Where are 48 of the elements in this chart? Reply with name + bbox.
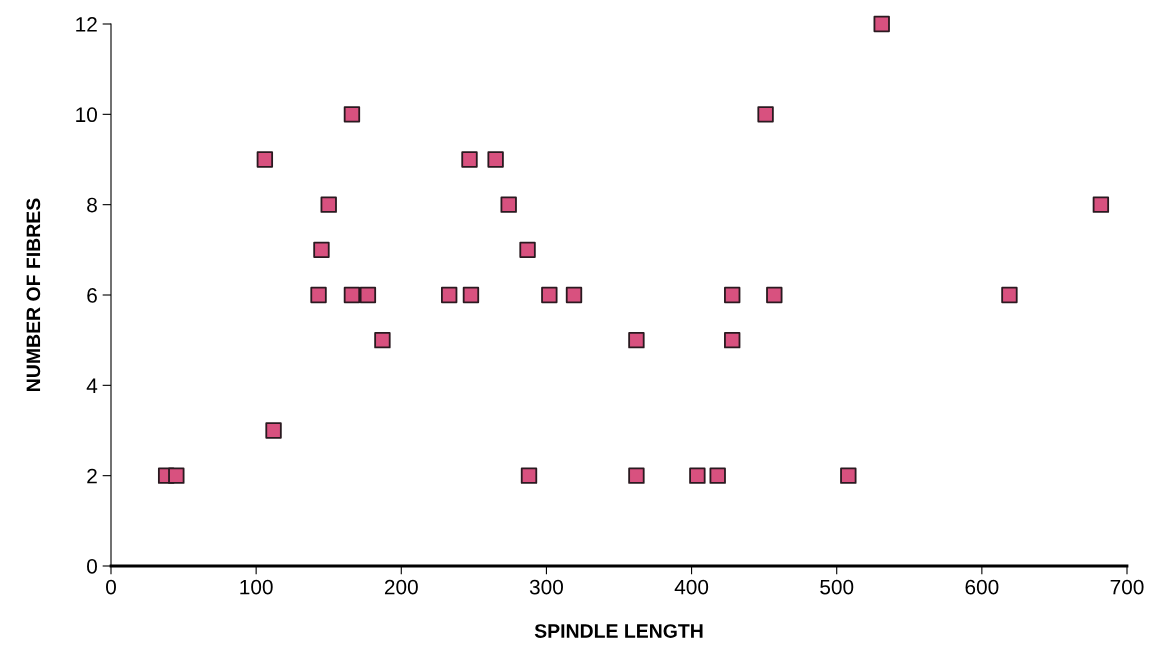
- point: [265, 422, 282, 439]
- point: [256, 151, 274, 168]
- y-axis-title: NUMBER OF FIBRES: [26, 198, 41, 391]
- x-tick-label: 300: [529, 579, 563, 595]
- y-tick-label: 0: [87, 559, 97, 574]
- x-tick-label: 0: [106, 579, 116, 595]
- point: [313, 241, 330, 259]
- point: [565, 286, 583, 304]
- point: [500, 196, 517, 213]
- point: [628, 331, 645, 349]
- point: [541, 286, 558, 304]
- point: [168, 467, 185, 484]
- point: [724, 286, 741, 304]
- point: [343, 106, 361, 123]
- y-tick-label: 6: [87, 288, 97, 303]
- y-tick-label: 12: [76, 17, 97, 32]
- x-tick-label: 700: [1110, 579, 1144, 595]
- x-tick-label: 400: [674, 579, 709, 595]
- point: [359, 286, 377, 304]
- point: [757, 106, 774, 123]
- point: [310, 286, 327, 304]
- point: [766, 286, 783, 304]
- point: [440, 286, 458, 304]
- point: [628, 467, 645, 484]
- point: [1092, 196, 1110, 213]
- point: [519, 241, 536, 259]
- x-tick-label: 100: [240, 579, 273, 595]
- point: [1001, 286, 1018, 304]
- point: [873, 15, 890, 33]
- point: [709, 467, 726, 484]
- point: [343, 286, 361, 304]
- x-tick-label: 500: [820, 579, 854, 595]
- point: [724, 331, 741, 349]
- x-tick-label: 200: [384, 579, 418, 595]
- point: [374, 331, 391, 349]
- point: [840, 467, 857, 484]
- point: [487, 151, 504, 168]
- point: [462, 286, 480, 304]
- x-axis-title: SPINDLE LENGTH: [534, 624, 703, 638]
- point: [689, 467, 706, 484]
- x-tick-label: 600: [965, 579, 999, 595]
- point: [320, 196, 337, 213]
- y-tick-label: 10: [76, 107, 97, 123]
- y-tick-label: 4: [86, 378, 98, 393]
- y-tick-label: 2: [87, 468, 97, 484]
- y-tick-label: 8: [87, 197, 97, 213]
- point: [461, 151, 478, 168]
- point: [520, 467, 538, 484]
